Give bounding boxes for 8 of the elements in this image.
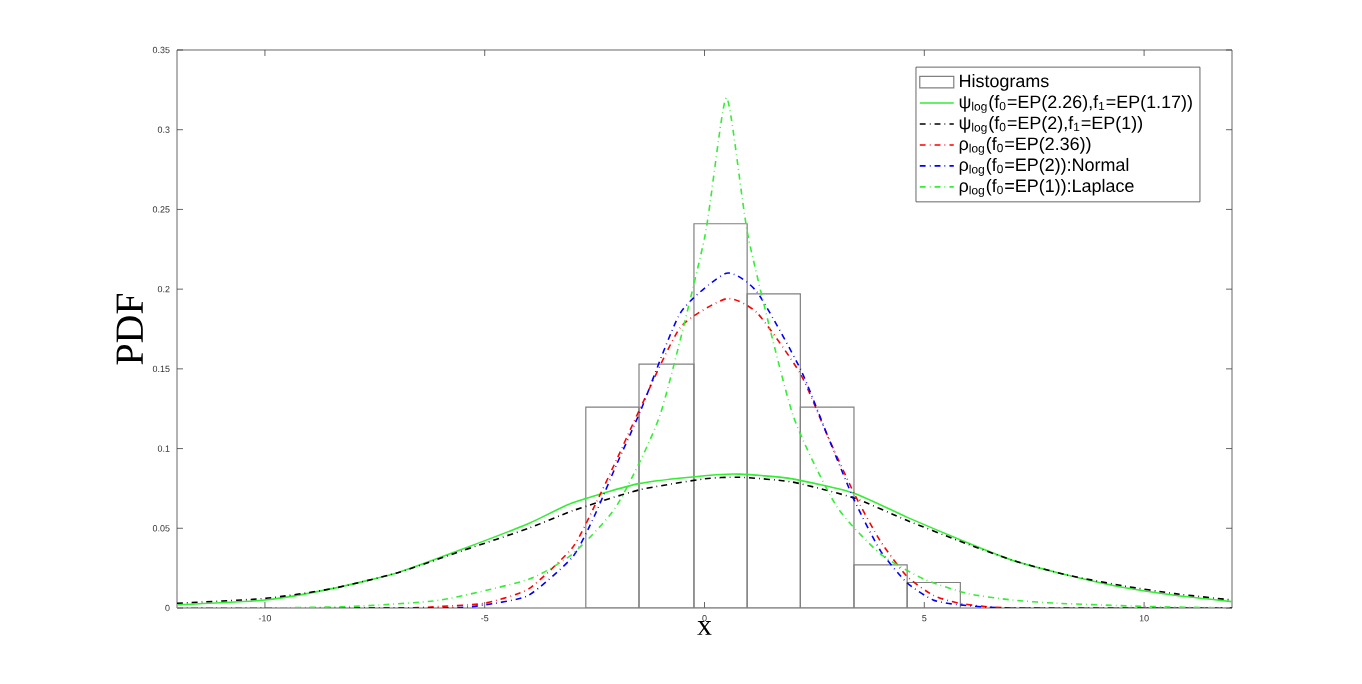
legend-label: ρ$_{log}$(f$_{0}$=EP(2.36)) (959, 136, 1091, 155)
legend-label: ρ$_{log}$(f$_{0}$=EP(1)):Laplace (959, 178, 1134, 197)
legend-label: ρ$_{log}$(f$_{0}$=EP(2)):Normal (959, 157, 1129, 176)
legend-label: Histograms (960, 74, 1049, 91)
legend-label: ψ$_{log}$(f$_{0}$=EP(2),f$_{1}$=EP(1)) (959, 116, 1143, 134)
x-axis-title: x (697, 621, 712, 635)
legend-label: ψ$_{log}$(f$_{0}$=EP(2.26),f$_{1}$=EP(1.17)) (959, 95, 1192, 114)
y-axis-title: PDF (116, 293, 143, 365)
